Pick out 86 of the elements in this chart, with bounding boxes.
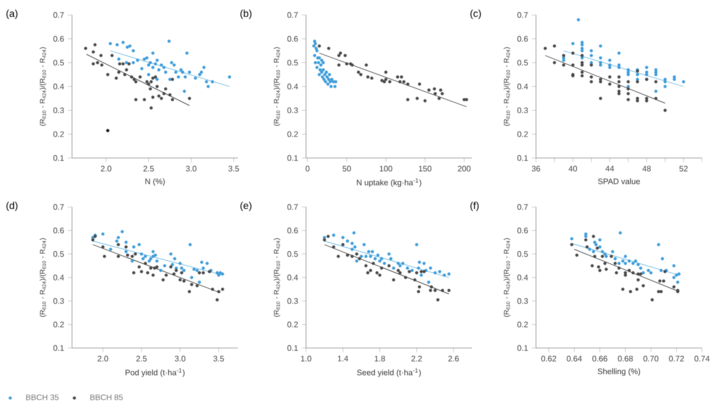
chart-title: (c) xyxy=(470,10,481,19)
y-tick-label: 0.1 xyxy=(287,155,298,161)
y-tick-label: 0.6 xyxy=(287,228,298,234)
x-tick-label: 0.62 xyxy=(541,356,556,362)
x-tick-label: 200 xyxy=(458,166,471,172)
y-tick-label: 0.2 xyxy=(287,131,298,137)
chart-title: (f) xyxy=(470,202,479,212)
y-tick-label: 0.2 xyxy=(517,131,528,137)
y-tick-label: 0.5 xyxy=(53,60,64,66)
x-tick-label: 0.70 xyxy=(643,356,658,362)
y-tick-label: 0.6 xyxy=(53,228,64,234)
y-tick-label: 0.4 xyxy=(517,274,528,280)
x-tick-label: 0 xyxy=(306,166,310,172)
y-tick-label: 0.6 xyxy=(53,36,64,42)
x-tick-label: 40 xyxy=(568,166,578,172)
y-tick-label: 0.5 xyxy=(287,251,298,257)
chart-title: (e) xyxy=(240,202,252,212)
y-tick-label: 0.3 xyxy=(53,107,64,114)
y-tick-label: 0.1 xyxy=(517,155,528,161)
legend-label: BBCH 35 xyxy=(26,394,59,400)
x-tick-label: 44 xyxy=(606,166,614,172)
y-tick-label: 0.3 xyxy=(287,298,298,304)
y-tick-label: 0.5 xyxy=(517,251,528,257)
y-tick-label: 0.4 xyxy=(287,84,298,90)
y-tick-label: 0.7 xyxy=(53,204,64,210)
x-axis-title: Shelling (%) xyxy=(598,368,640,376)
y-tick-label: 0.7 xyxy=(517,12,528,18)
y-tick-label: 0.3 xyxy=(517,298,528,304)
x-axis-title: N (%) xyxy=(145,178,165,186)
x-tick-label: 0.74 xyxy=(694,356,710,362)
y-tick-label: 0.4 xyxy=(517,84,528,90)
y-tick-label: 0.4 xyxy=(287,274,298,280)
x-tick-label: 2.5 xyxy=(143,166,154,172)
x-tick-label: 3.0 xyxy=(186,166,196,172)
x-tick-label: 48 xyxy=(642,166,651,172)
y-tick-label: 0.5 xyxy=(517,60,528,66)
x-axis-title: Pod yield (t·ha$^{-1}$) xyxy=(126,368,185,377)
x-tick-label: 2.5 xyxy=(136,356,147,362)
x-tick-label: 3.5 xyxy=(228,166,239,172)
y-tick-label: 0.2 xyxy=(53,322,64,328)
y-tick-label: 0.1 xyxy=(517,345,528,351)
y-tick-label: 0.5 xyxy=(287,60,298,66)
x-tick-label: 0.66 xyxy=(592,356,608,362)
y-tick-label: 0.7 xyxy=(517,204,528,210)
x-tick-label: 0.68 xyxy=(618,356,633,362)
legend-label: BBCH 85 xyxy=(90,394,123,400)
y-tick-label: 0.1 xyxy=(53,155,64,161)
x-tick-label: 3.0 xyxy=(174,356,186,362)
x-tick-label: 1.0 xyxy=(301,356,312,362)
y-tick-label: 0.1 xyxy=(53,345,64,351)
y-tick-label: 0.6 xyxy=(517,228,528,234)
x-tick-label: 50 xyxy=(342,166,351,172)
x-tick-label: 100 xyxy=(380,166,392,172)
y-tick-label: 0.2 xyxy=(517,322,528,328)
x-tick-label: 52 xyxy=(679,166,688,172)
x-tick-label: 0.72 xyxy=(668,356,684,362)
y-tick-label: 0.4 xyxy=(53,84,64,90)
chart-title: (d) xyxy=(6,202,18,212)
y-tick-label: 0.6 xyxy=(517,36,528,42)
x-tick-label: 2.2 xyxy=(412,356,422,362)
y-tick-label: 0.6 xyxy=(287,36,298,42)
y-tick-label: 0.7 xyxy=(53,12,64,18)
x-axis-title: N uptake (kg·ha$^{-1}$) xyxy=(356,178,422,187)
x-tick-label: 3.5 xyxy=(213,356,224,362)
x-axis-title: SPAD value xyxy=(598,178,640,184)
y-tick-label: 0.1 xyxy=(287,345,298,351)
y-tick-label: 0.4 xyxy=(53,274,64,280)
x-tick-label: 36 xyxy=(532,166,540,172)
x-tick-label: 1.4 xyxy=(338,356,348,362)
y-tick-label: 0.3 xyxy=(53,298,64,304)
y-tick-label: 0.5 xyxy=(53,251,64,257)
chart-title: (a) xyxy=(6,10,18,19)
x-tick-label: 150 xyxy=(418,166,432,172)
y-tick-label: 0.7 xyxy=(287,12,298,18)
x-tick-label: 2.0 xyxy=(98,356,108,362)
x-tick-label: 2.6 xyxy=(448,356,459,362)
y-tick-label: 0.2 xyxy=(53,131,64,137)
x-tick-label: 0.64 xyxy=(566,356,582,362)
x-tick-label: 1.8 xyxy=(374,356,385,362)
x-tick-label: 2.0 xyxy=(100,166,112,172)
chart-title: (b) xyxy=(240,10,252,19)
y-tick-label: 0.3 xyxy=(517,107,528,114)
x-axis-title: Seed yield (t·ha$^{-1}$) xyxy=(357,368,421,377)
y-tick-label: 0.7 xyxy=(287,204,298,210)
y-tick-label: 0.2 xyxy=(287,322,298,328)
y-tick-label: 0.3 xyxy=(287,107,298,114)
